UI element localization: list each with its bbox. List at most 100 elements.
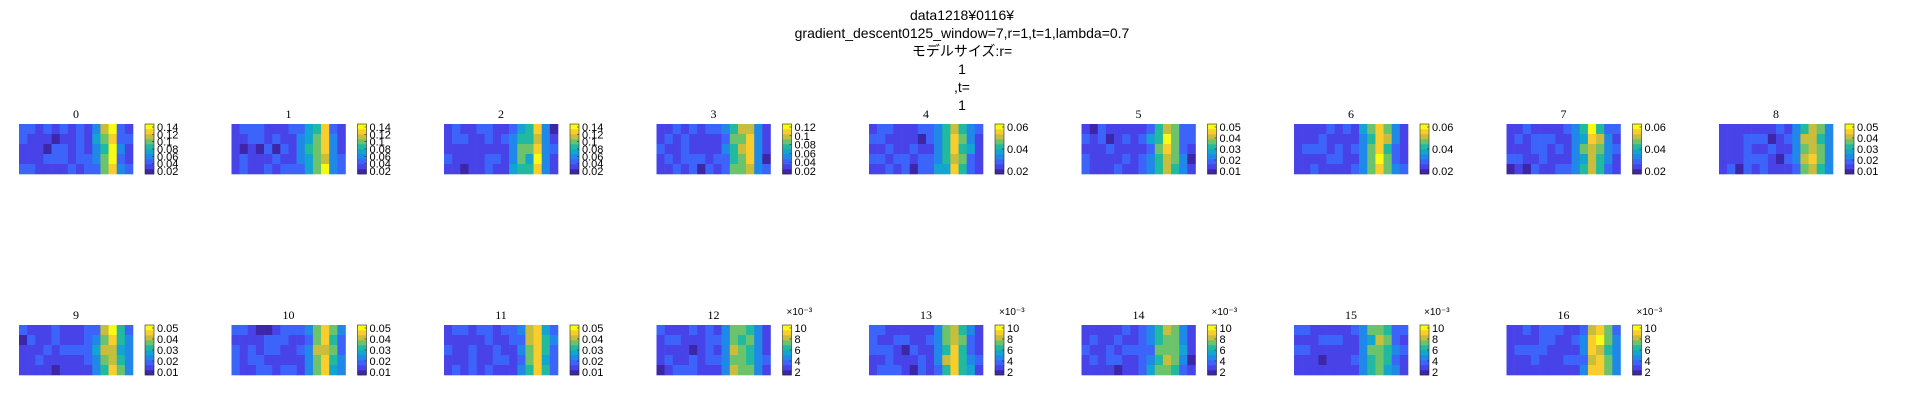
heatmap-cell bbox=[27, 325, 36, 336]
heatmap-cell bbox=[92, 345, 101, 356]
heatmap-cell bbox=[1081, 345, 1090, 356]
heatmap-cell bbox=[272, 365, 281, 376]
heatmap-cell bbox=[942, 325, 951, 336]
heatmap-cell bbox=[280, 164, 289, 175]
heatmap-cell bbox=[1089, 124, 1099, 135]
heatmap-cell bbox=[1138, 164, 1147, 175]
heatmap-cell bbox=[664, 355, 674, 366]
heatmap-cell bbox=[926, 365, 935, 376]
heatmap-cell bbox=[1367, 164, 1376, 175]
heatmap-cell bbox=[1187, 124, 1196, 135]
colorbar-segment bbox=[782, 169, 792, 175]
heatmap-cell bbox=[517, 325, 526, 336]
heatmap-cell bbox=[1334, 335, 1344, 346]
heatmap-cell bbox=[231, 335, 240, 346]
heatmap-cell bbox=[549, 154, 559, 165]
heatmap-cell bbox=[1334, 144, 1344, 155]
heatmap-cell bbox=[1571, 164, 1581, 175]
heatmap-cell bbox=[1375, 325, 1384, 336]
colorbar-segment bbox=[782, 159, 792, 165]
heatmap-cell bbox=[1089, 355, 1099, 366]
heatmap-cell bbox=[525, 144, 534, 155]
colorbar-segment bbox=[145, 164, 154, 170]
heatmap-cell bbox=[549, 134, 559, 145]
heatmap-cell bbox=[321, 345, 330, 356]
heatmap-cell bbox=[1399, 335, 1409, 346]
heatmap-cell bbox=[893, 124, 902, 135]
heatmap-cell bbox=[1130, 154, 1139, 165]
heatmap-cell bbox=[672, 144, 682, 155]
heatmap-cell bbox=[689, 325, 698, 336]
heatmap-cell bbox=[116, 124, 126, 135]
heatmap-cell bbox=[460, 154, 469, 165]
heatmap-cell bbox=[950, 325, 959, 336]
colorbar-tick-label: 0.04 bbox=[795, 157, 816, 169]
heatmap-cell bbox=[1808, 134, 1818, 145]
heatmap-cell bbox=[1326, 144, 1336, 155]
heatmap-cell bbox=[1351, 134, 1360, 145]
heatmap-cell bbox=[1318, 134, 1327, 145]
colorbar-segment bbox=[1207, 164, 1217, 170]
heatmap-cell bbox=[100, 164, 109, 175]
heatmap-cell bbox=[672, 154, 682, 165]
heatmap-cell bbox=[1587, 325, 1597, 336]
heatmap-cell bbox=[296, 144, 306, 155]
colorbar-tick-label: 0.03 bbox=[582, 345, 603, 357]
heatmap-cell bbox=[942, 124, 951, 135]
heatmap-cell bbox=[917, 164, 927, 175]
heatmap-cell bbox=[901, 134, 911, 145]
heatmap-cell bbox=[1367, 325, 1376, 336]
heatmap-cell bbox=[680, 345, 690, 356]
heatmap-cell bbox=[51, 124, 61, 135]
heatmap-cell bbox=[312, 365, 322, 376]
heatmap-cell bbox=[893, 365, 902, 376]
heatmap-cell bbox=[1187, 144, 1196, 155]
heatmap-cell bbox=[1743, 134, 1752, 145]
heatmap-cell bbox=[1587, 335, 1597, 346]
heatmap-cell bbox=[1571, 154, 1581, 165]
colorbar-segment bbox=[995, 134, 1004, 140]
heatmap-cell bbox=[1097, 325, 1107, 336]
colorbar-segment bbox=[995, 340, 1004, 346]
colorbar-exponent: ×10⁻³ bbox=[999, 307, 1025, 318]
colorbar-tick-label: 0.14 bbox=[582, 122, 603, 134]
heatmap-cell bbox=[444, 124, 453, 135]
colorbar-tick-label: 0.06 bbox=[1432, 122, 1453, 134]
heatmap-cell bbox=[116, 365, 126, 376]
heatmap-cell bbox=[1310, 335, 1319, 346]
heatmap-cell bbox=[27, 124, 36, 135]
heatmap-cell bbox=[926, 134, 935, 145]
heatmap-cell bbox=[231, 365, 240, 376]
heatmap-cell bbox=[1800, 124, 1809, 135]
heatmap-cell bbox=[255, 365, 265, 376]
heatmap-cell bbox=[934, 365, 943, 376]
heatmap-cell bbox=[116, 355, 126, 366]
heatmap-cell bbox=[1792, 164, 1801, 175]
heatmap-cell bbox=[1735, 164, 1744, 175]
heatmap-cell bbox=[656, 134, 665, 145]
heatmap-cell bbox=[59, 345, 69, 356]
heatmap-cell bbox=[231, 124, 240, 135]
heatmap-cell bbox=[1146, 154, 1156, 165]
heatmap-cell bbox=[1375, 154, 1384, 165]
heatmap-cell bbox=[67, 325, 77, 336]
heatmap-cell bbox=[974, 164, 984, 175]
heatmap-cell bbox=[713, 325, 722, 336]
heatmap-cell bbox=[966, 335, 976, 346]
heatmap-cell bbox=[59, 365, 69, 376]
colorbar-segment bbox=[570, 129, 579, 135]
heatmap-cell bbox=[950, 164, 959, 175]
colorbar-segment bbox=[357, 149, 367, 155]
heatmap-cell bbox=[1310, 345, 1319, 356]
heatmap-cell bbox=[1824, 124, 1834, 135]
heatmap-cell bbox=[239, 154, 249, 165]
panel-title: 6 bbox=[1348, 107, 1354, 121]
heatmap-cell bbox=[1318, 345, 1327, 356]
heatmap-cell bbox=[452, 164, 461, 175]
figure-title-line: data1218¥0116¥ bbox=[910, 7, 1014, 23]
heatmap-cell bbox=[476, 355, 486, 366]
heatmap-cell bbox=[1154, 365, 1164, 376]
